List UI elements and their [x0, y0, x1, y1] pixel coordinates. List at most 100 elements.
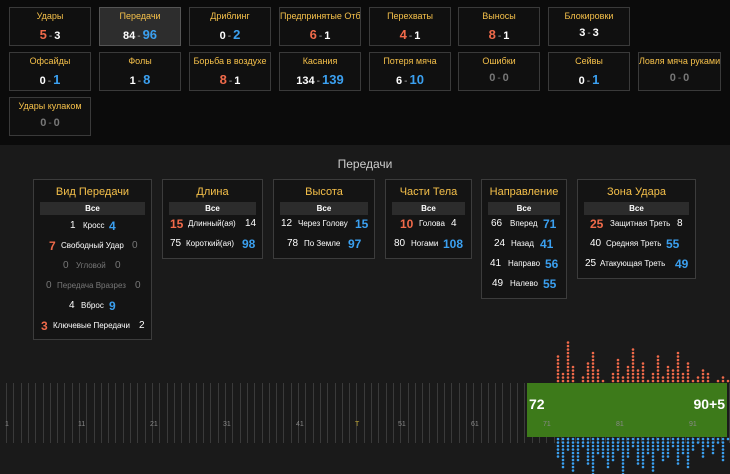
timeline-tick [444, 383, 445, 443]
stat-row[interactable]: 25 Атакующая Треть 49 [585, 257, 689, 271]
stat-tile-kulakom[interactable]: Удары кулаком 0-0 [9, 97, 91, 136]
away-event-dot [621, 444, 625, 448]
away-event-dot [561, 462, 565, 465]
tile-label: Предпринятые Отборы Мяча [280, 11, 360, 21]
stat-tile-dribling[interactable]: Дриблинг 0-2 [189, 7, 271, 46]
home-event-dot [556, 358, 560, 362]
timeline-tick [72, 383, 73, 443]
match-timeline[interactable]: 72 90+5 1 11 21 31 41 T 51 61 71 81 91 [0, 341, 730, 474]
home-event-dot [626, 372, 630, 376]
minute-label: 71 [543, 421, 551, 428]
home-event-dot [566, 348, 570, 351]
filter-all-button[interactable]: Все [169, 202, 256, 215]
stat-row[interactable]: 49 Налево 55 [492, 277, 557, 291]
stat-row[interactable]: 7 Свободный Удар 0 [49, 239, 138, 253]
home-event-dot [676, 379, 680, 383]
timeline-tick [269, 383, 270, 443]
tile-label: Офсайды [29, 56, 71, 66]
away-event-dot [636, 448, 640, 451]
stat-tile-lovlya[interactable]: Ловля мяча руками 0-0 [638, 52, 721, 91]
away-event-dot [626, 441, 630, 444]
stat-tile-blokirovki[interactable]: Блокировки 3-3 [548, 7, 630, 46]
card-height: Высота Все 12 Через Голову 15 78 По Земле 97 [273, 179, 375, 259]
away-event-dot [636, 441, 640, 444]
home-event-dot [566, 344, 570, 348]
stat-tile-perehvaty[interactable]: Перехваты 4-1 [369, 7, 451, 46]
away-event-dot [606, 448, 610, 451]
stat-row[interactable]: 78 По Земле 97 [287, 237, 362, 251]
away-event-dot [686, 437, 690, 441]
away-event-dot [586, 458, 590, 462]
away-event-dot [671, 437, 675, 441]
timeline-tick [50, 383, 51, 443]
stat-row[interactable]: 24 Назад 41 [494, 237, 554, 251]
away-event-dot [591, 441, 595, 444]
away-event-dot [556, 441, 560, 444]
stat-row[interactable]: 1 Кросс 4 [70, 219, 116, 233]
stat-row[interactable]: 10 Голова 4 [400, 217, 457, 231]
filter-all-button[interactable]: Все [488, 202, 560, 215]
window-start-label[interactable]: 72 [529, 396, 545, 412]
timeline-tick [364, 383, 365, 443]
timeline-tick [6, 383, 7, 443]
stat-tile-ofsaidy[interactable]: Офсайды 0-1 [9, 52, 91, 91]
home-value: 0 [40, 117, 47, 129]
away-event-dot [561, 451, 565, 455]
stat-row[interactable]: 80 Ногами 108 [394, 237, 464, 251]
stat-row[interactable]: 0 Передача Вразрез 0 [46, 280, 141, 291]
stat-row[interactable]: 3 Ключевые Передачи 2 [41, 319, 145, 333]
timeline-tick [159, 383, 160, 443]
away-event-dot [721, 455, 725, 458]
away-event-dot [611, 455, 615, 458]
stat-tile-peredachi[interactable]: Передачи 84-96 [99, 7, 181, 46]
home-event-dot [556, 362, 560, 365]
stat-tile-vynosy[interactable]: Выносы 8-1 [458, 7, 540, 46]
stat-tile-foly[interactable]: Фолы 1-8 [99, 52, 181, 91]
tile-value: 8-1 [190, 72, 270, 87]
separator: - [137, 31, 141, 42]
filter-all-button[interactable]: Все [280, 202, 368, 215]
filter-all-button[interactable]: Все [584, 202, 689, 215]
away-event-dot [641, 455, 645, 458]
stat-row[interactable]: 4 Вброс 9 [69, 299, 116, 313]
stat-row[interactable]: 66 Вперед 71 [491, 217, 557, 231]
stat-tile-vozduh[interactable]: Борьба в воздухе 8-1 [189, 52, 271, 91]
stat-tile-poterya[interactable]: Потеря мяча 6-10 [369, 52, 451, 91]
home-event-dot [586, 372, 590, 376]
home-event-dot [716, 379, 720, 383]
home-event-dot [566, 365, 570, 369]
away-event-dot [636, 451, 640, 455]
away-event-dot [611, 458, 615, 462]
home-value: 0 [489, 72, 496, 84]
home-event-dot [616, 376, 620, 379]
tile-value: 0-0 [10, 117, 90, 129]
stat-tile-udary[interactable]: Удары 5-3 [9, 7, 91, 46]
stat-tile-kasaniya[interactable]: Касания 134-139 [279, 52, 361, 91]
timeline-tick [108, 383, 109, 443]
filter-all-button[interactable]: Все [40, 202, 145, 215]
selected-time-window[interactable]: 72 90+5 [527, 383, 727, 437]
stat-row[interactable]: 0 Угловой 0 [63, 260, 121, 271]
home-event-dot [611, 372, 615, 376]
home-event-dot [666, 376, 670, 379]
stat-tile-seivy[interactable]: Сейвы 0-1 [548, 52, 630, 91]
stat-row[interactable]: 15 Длинный(ая) 14 [170, 217, 257, 231]
timeline-tick [137, 383, 138, 443]
filter-all-button[interactable]: Все [392, 202, 465, 215]
stat-row[interactable]: 12 Через Голову 15 [281, 217, 369, 231]
window-end-label[interactable]: 90+5 [693, 396, 725, 412]
away-event-dot [646, 451, 650, 455]
away-event-dot [586, 441, 590, 444]
stat-row[interactable]: 40 Средняя Треть 55 [590, 237, 680, 251]
timeline-tick [86, 383, 87, 443]
stat-row[interactable]: 41 Направо 56 [490, 257, 559, 271]
stat-row[interactable]: 25 Защитная Треть 8 [590, 217, 683, 231]
stat-tile-oshibki[interactable]: Ошибки 0-0 [458, 52, 540, 91]
timeline-tick [64, 383, 65, 443]
tile-value: 84-96 [100, 27, 180, 42]
stat-tile-otbory[interactable]: Предпринятые Отборы Мяча 6-1 [279, 7, 361, 46]
away-event-dot [556, 437, 560, 441]
tile-value: 0-0 [459, 72, 539, 84]
tile-label: Удары [36, 11, 64, 21]
stat-row[interactable]: 75 Короткий(ая) 98 [170, 237, 256, 251]
